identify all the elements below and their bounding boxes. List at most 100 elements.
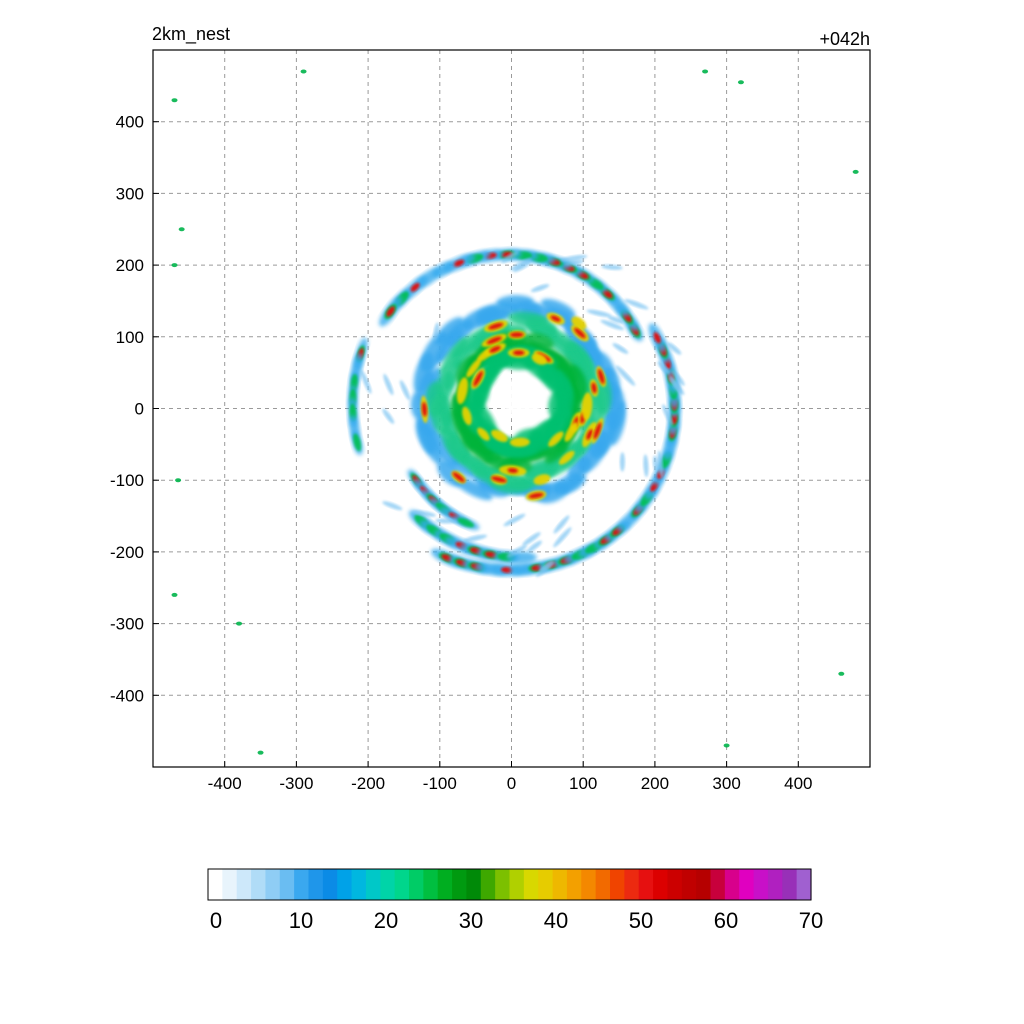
reflectivity-cell <box>558 450 575 465</box>
reflectivity-cell <box>382 408 395 424</box>
colorbar-cell <box>710 869 726 900</box>
y-tick-label: 0 <box>135 400 144 419</box>
colorbar-cell <box>595 869 611 900</box>
colorbar-cell <box>365 869 381 900</box>
y-tick-label: -200 <box>110 543 144 562</box>
x-tick-label: 200 <box>641 774 669 793</box>
reflectivity-cell <box>593 422 602 440</box>
x-tick-label: 300 <box>712 774 740 793</box>
reflectivity-cell <box>548 389 567 421</box>
colorbar-cell <box>509 869 525 900</box>
colorbar-cell <box>265 869 281 900</box>
colorbar-cell <box>767 869 783 900</box>
reflectivity-cell <box>530 284 550 293</box>
y-axis: 400 300 200 100 0 -100 -200 -300 -400 <box>110 113 159 705</box>
x-tick-label: 100 <box>569 774 597 793</box>
reflectivity-cell <box>608 316 624 324</box>
reflectivity-cell <box>257 750 264 755</box>
reflectivity-cell <box>491 476 507 483</box>
x-tick-label: 0 <box>507 774 516 793</box>
reflectivity-cell <box>178 227 185 232</box>
reflectivity-cell <box>513 261 531 272</box>
reflectivity-field <box>171 69 859 755</box>
reflectivity-cell <box>541 298 576 319</box>
reflectivity-cell <box>528 492 544 499</box>
colorbar-cell <box>322 869 338 900</box>
reflectivity-cell <box>581 392 593 421</box>
reflectivity-cell <box>431 430 459 468</box>
reflectivity-cell <box>662 404 674 426</box>
reflectivity-cell <box>553 515 570 534</box>
reflectivity-cell <box>453 259 465 267</box>
colorbar-cell <box>796 869 812 900</box>
colorbar: 0 10 20 30 40 50 60 70 <box>207 868 823 933</box>
reflectivity-cell <box>463 534 488 542</box>
reflectivity-cell <box>509 437 530 447</box>
colorbar-cell <box>279 869 295 900</box>
reflectivity-cell <box>507 311 548 328</box>
colorbar-cell <box>409 869 424 900</box>
reflectivity-cell <box>300 69 307 74</box>
colorbar-cell <box>423 869 439 900</box>
reflectivity-cell <box>412 510 436 517</box>
y-tick-label: 200 <box>116 256 144 275</box>
reflectivity-cell <box>353 433 362 452</box>
y-tick-label: -400 <box>110 686 144 705</box>
reflectivity-cell <box>591 382 597 394</box>
reflectivity-cell <box>488 322 504 330</box>
reflectivity-cell <box>171 263 178 268</box>
colorbar-cell <box>566 869 582 900</box>
colorbar-tick-label: 0 <box>210 908 222 933</box>
colorbar-cell <box>538 869 554 900</box>
colorbar-cell <box>638 869 654 900</box>
colorbar-cell <box>251 869 267 900</box>
reflectivity-cell <box>171 98 178 103</box>
reflectivity-cell <box>383 373 394 396</box>
reflectivity-cell <box>574 327 586 339</box>
x-tick-label: -100 <box>423 774 457 793</box>
reflectivity-cell <box>619 452 625 472</box>
reflectivity-cell <box>489 345 501 353</box>
colorbar-cell <box>739 869 755 900</box>
colorbar-tick-label: 10 <box>289 908 313 933</box>
reflectivity-cell <box>657 450 664 478</box>
reflectivity-cell <box>669 374 685 396</box>
reflectivity-cell <box>506 545 528 558</box>
x-tick-label: 400 <box>784 774 812 793</box>
reflectivity-cell <box>507 467 519 474</box>
reflectivity-cell <box>418 422 443 465</box>
colorbar-cell <box>581 869 597 900</box>
colorbar-tick-label: 20 <box>374 908 398 933</box>
reflectivity-cell <box>624 299 649 310</box>
reflectivity-cell <box>439 337 468 375</box>
reflectivity-cell <box>737 80 744 85</box>
reflectivity-cell <box>501 251 519 263</box>
colorbar-cell <box>681 869 697 900</box>
colorbar-frame <box>207 868 812 901</box>
reflectivity-cell <box>553 527 572 548</box>
colorbar-cell <box>552 869 568 900</box>
colorbar-cell <box>696 869 712 900</box>
reflectivity-cell <box>466 358 482 378</box>
colorbar-tick-label: 40 <box>544 908 568 933</box>
colorbar-cell <box>222 869 238 900</box>
reflectivity-cell <box>653 332 661 344</box>
reflectivity-cell <box>702 69 709 74</box>
reflectivity-cell <box>838 671 845 676</box>
plot-area: -400 -300 -200 -100 0 100 200 300 400 400 300 200 1… <box>110 49 871 793</box>
reflectivity-cell <box>503 513 526 527</box>
reflectivity-cell <box>382 501 403 511</box>
reflectivity-cell <box>409 282 420 293</box>
reflectivity-cell <box>386 306 395 317</box>
reflectivity-cell <box>612 343 629 354</box>
reflectivity-cell <box>456 377 468 405</box>
colorbar-cells <box>208 869 812 900</box>
colorbar-cell <box>452 869 468 900</box>
colorbar-cell <box>753 869 769 900</box>
colorbar-tick-label: 70 <box>799 908 823 933</box>
reflectivity-cell <box>586 309 612 318</box>
colorbar-cell <box>394 869 410 900</box>
reflectivity-cell <box>527 540 542 552</box>
colorbar-cell <box>208 869 223 900</box>
